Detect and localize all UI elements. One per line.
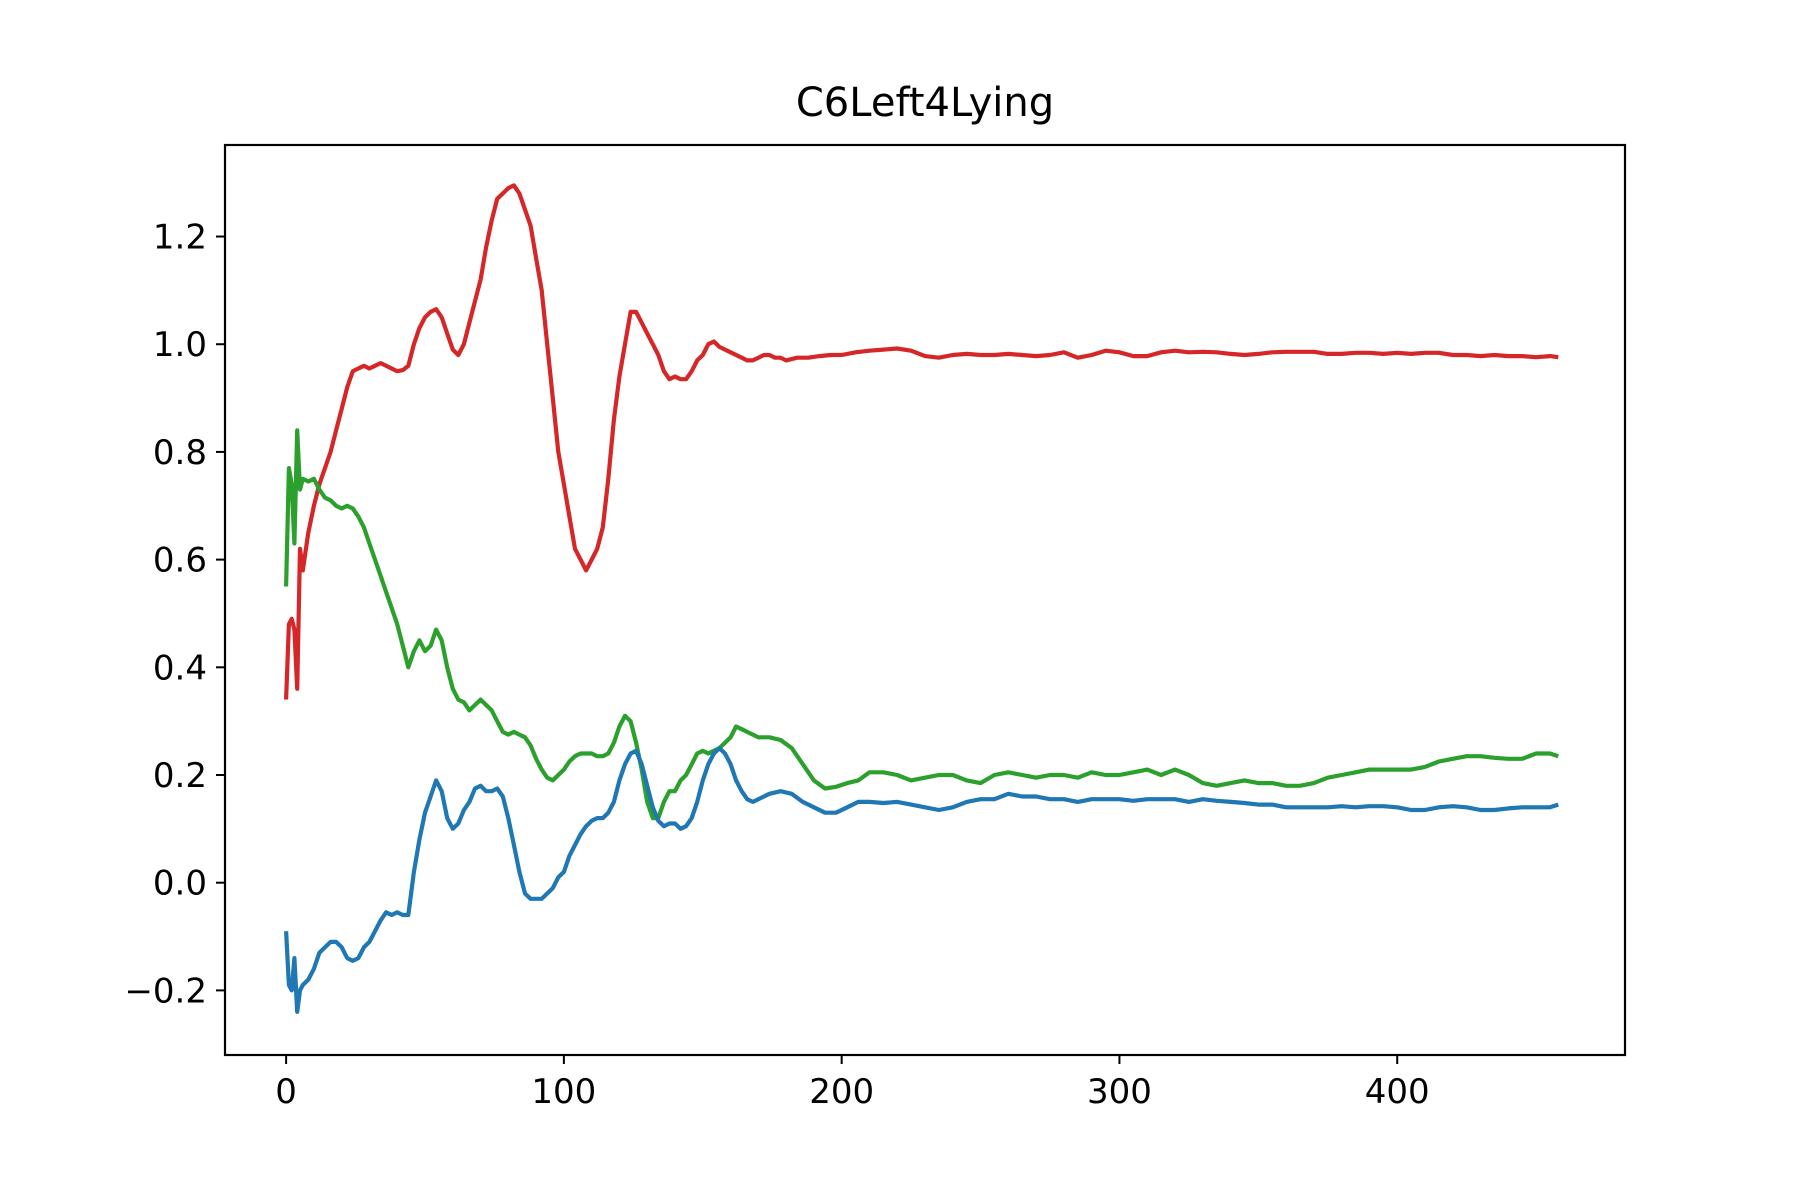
y-tick-label: 0.0 <box>153 864 207 904</box>
x-tick-label: 300 <box>1087 1072 1152 1112</box>
y-tick-label: 0.2 <box>153 756 207 796</box>
plot-frame <box>223 143 1627 1057</box>
y-tick-label: −0.2 <box>124 971 207 1011</box>
y-tick-label: 0.6 <box>153 541 207 581</box>
y-tick-label: 0.4 <box>153 648 207 688</box>
x-tick-label: 100 <box>531 1072 596 1112</box>
series-line-1 <box>284 183 1559 700</box>
chart-title: C6Left4Lying <box>796 80 1054 126</box>
series-line-3 <box>284 746 1559 1014</box>
y-tick-label: 0.8 <box>153 433 207 473</box>
x-tick-label: 0 <box>275 1072 297 1112</box>
y-tick-label: 1.2 <box>153 218 207 258</box>
x-tick-label: 400 <box>1365 1072 1430 1112</box>
y-tick-label: 1.0 <box>153 325 207 365</box>
series-layer <box>284 183 1559 1014</box>
x-axis-ticks: 0 100 200 300 400 <box>275 1055 1430 1112</box>
x-tick-label: 200 <box>809 1072 874 1112</box>
series-line-2 <box>284 428 1559 821</box>
y-axis-ticks: −0.2 0.0 0.2 0.4 0.6 0.8 1.0 1.2 <box>124 218 225 1011</box>
